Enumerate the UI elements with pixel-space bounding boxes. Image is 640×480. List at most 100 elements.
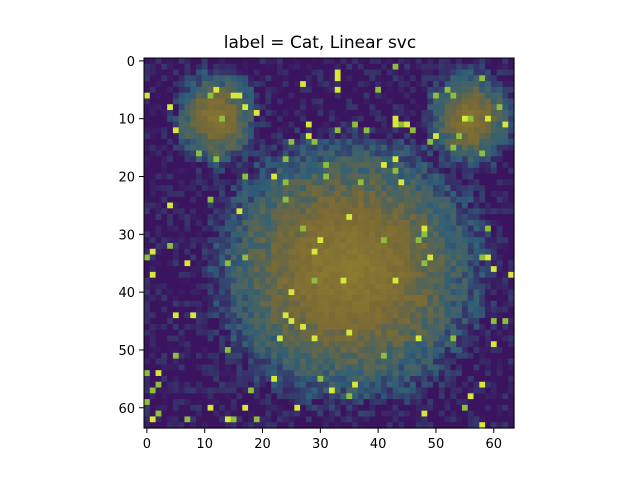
- pixel-cell: [352, 243, 359, 250]
- pixel-cell: [305, 144, 313, 152]
- pixel-cell: [213, 260, 220, 267]
- pixel-cell: [230, 167, 238, 175]
- pixel-cell: [236, 75, 243, 82]
- pixel-cell: [363, 318, 371, 325]
- pixel-cell: [149, 179, 157, 186]
- pixel-cell: [479, 254, 486, 261]
- pixel-cell: [311, 133, 319, 140]
- pixel-cell: [450, 202, 457, 209]
- pixel-cell: [224, 225, 232, 233]
- pixel-cell: [294, 364, 301, 371]
- pixel-cell: [473, 248, 480, 256]
- pixel-cell: [305, 150, 313, 157]
- pixel-cell: [172, 393, 180, 400]
- pixel-cell: [375, 133, 382, 140]
- pixel-cell: [340, 92, 347, 100]
- pixel-cell: [421, 167, 428, 175]
- pixel-cell: [224, 127, 232, 134]
- pixel-cell: [467, 312, 475, 319]
- pixel-cell: [276, 335, 284, 342]
- pixel-cell: [467, 231, 475, 238]
- pixel-cell: [323, 335, 330, 342]
- pixel-cell: [288, 208, 295, 215]
- pixel-cell: [329, 295, 336, 302]
- pixel-cell: [236, 277, 243, 285]
- pixel-cell: [161, 185, 168, 192]
- pixel-cell: [340, 162, 347, 169]
- pixel-cell: [155, 254, 162, 261]
- pixel-cell: [375, 352, 382, 360]
- pixel-cell: [386, 156, 394, 163]
- pixel-cell: [172, 306, 180, 313]
- pixel-cell: [155, 248, 162, 256]
- pixel-cell: [184, 375, 191, 383]
- pixel-cell: [224, 335, 232, 342]
- pixel-cell: [363, 289, 371, 296]
- pixel-cell: [161, 75, 168, 82]
- pixel-cell: [149, 150, 157, 157]
- pixel-cell: [404, 422, 411, 429]
- pixel-cell: [300, 248, 307, 256]
- pixel-cell: [433, 352, 440, 360]
- pixel-cell: [467, 306, 475, 313]
- pixel-cell: [282, 341, 290, 348]
- pixel-cell: [276, 173, 284, 181]
- pixel-cell: [300, 404, 307, 412]
- pixel-cell: [467, 260, 475, 267]
- pixel-cell: [329, 358, 336, 366]
- pixel-cell: [334, 63, 342, 71]
- pixel-cell: [438, 312, 446, 319]
- pixel-cell: [357, 104, 365, 111]
- pixel-cell: [155, 381, 162, 389]
- pixel-cell: [242, 115, 249, 123]
- pixel-cell: [253, 214, 261, 221]
- pixel-cell: [201, 370, 209, 377]
- pixel-cell: [155, 63, 162, 71]
- pixel-cell: [375, 162, 382, 169]
- pixel-cell: [427, 127, 434, 134]
- pixel-cell: [201, 375, 209, 383]
- pixel-cell: [433, 81, 440, 88]
- pixel-cell: [155, 260, 162, 267]
- pixel-cell: [213, 283, 220, 290]
- pixel-cell: [323, 404, 330, 412]
- pixel-cell: [461, 144, 469, 152]
- pixel-cell: [271, 422, 278, 429]
- pixel-cell: [329, 81, 336, 88]
- pixel-cell: [352, 75, 359, 82]
- pixel-cell: [340, 63, 347, 71]
- pixel-cell: [433, 150, 440, 157]
- pixel-cell: [450, 115, 457, 123]
- pixel-cell: [311, 329, 319, 337]
- pixel-cell: [161, 81, 168, 88]
- pixel-cell: [190, 300, 197, 308]
- pixel-cell: [172, 219, 180, 227]
- pixel-cell: [398, 237, 405, 244]
- pixel-cell: [271, 260, 278, 267]
- pixel-cell: [479, 248, 486, 256]
- pixel-cell: [167, 254, 174, 261]
- pixel-cell: [207, 92, 214, 100]
- pixel-cell: [201, 335, 209, 342]
- pixel-cell: [421, 243, 428, 250]
- pixel-cell: [265, 289, 272, 296]
- pixel-cell: [508, 248, 515, 256]
- pixel-cell: [201, 237, 209, 244]
- pixel-cell: [508, 150, 515, 157]
- pixel-cell: [444, 156, 452, 163]
- pixel-cell: [357, 86, 365, 94]
- pixel-cell: [490, 352, 498, 360]
- pixel-cell: [161, 150, 168, 157]
- pixel-cell: [259, 375, 267, 383]
- pixel-cell: [305, 300, 313, 308]
- pixel-cell: [305, 387, 313, 394]
- pixel-cell: [450, 323, 457, 331]
- pixel-cell: [398, 69, 405, 76]
- pixel-cell: [490, 202, 498, 209]
- pixel-cell: [479, 173, 486, 181]
- pixel-cell: [300, 283, 307, 290]
- pixel-cell: [161, 167, 168, 175]
- pixel-cell: [329, 410, 336, 418]
- pixel-cell: [224, 306, 232, 313]
- pixel-cell: [323, 422, 330, 429]
